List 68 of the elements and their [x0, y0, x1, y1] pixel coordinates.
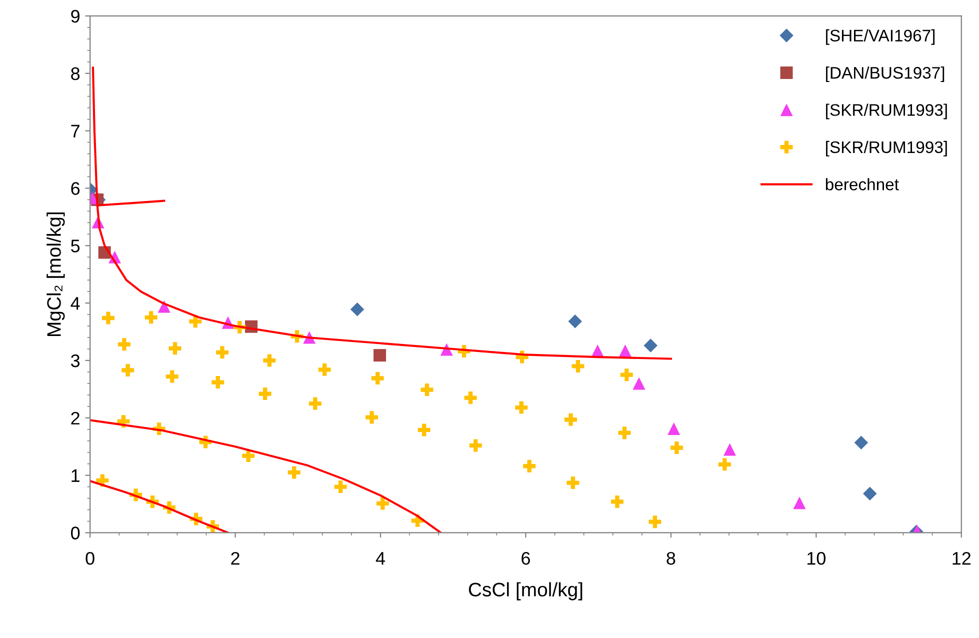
point — [212, 376, 224, 389]
y-tick-label: 7 — [71, 124, 80, 138]
point — [166, 370, 178, 383]
y-tick-label: 6 — [71, 182, 80, 195]
point — [863, 486, 877, 501]
x-tick-label: 8 — [666, 552, 676, 565]
point — [668, 422, 680, 436]
point — [122, 364, 134, 376]
y-tick-label: 5 — [71, 240, 80, 252]
y-tick-label: 8 — [71, 67, 80, 80]
point — [564, 413, 577, 426]
point — [318, 363, 331, 376]
point — [144, 311, 158, 324]
point — [371, 372, 384, 385]
x-axis-title: CsCl [mol/kg] — [468, 582, 582, 600]
legend-label: [SKR/RUM1993] — [826, 140, 947, 156]
point — [572, 360, 584, 372]
point — [566, 476, 580, 490]
point — [464, 392, 477, 404]
point — [724, 443, 736, 456]
point — [420, 384, 434, 396]
legend-label: berechnet — [826, 178, 899, 190]
point — [854, 436, 868, 450]
point — [418, 424, 430, 436]
x-tick-label: 0 — [86, 552, 94, 565]
x-tick-label: 2 — [231, 552, 240, 565]
x-tick-label: 10 — [807, 552, 826, 565]
legend-label: [SKR/RUM1993] — [826, 104, 947, 120]
point — [632, 377, 646, 390]
y-tick-label: 2 — [71, 412, 80, 424]
point — [376, 497, 389, 510]
y-tick-label: 0 — [71, 526, 80, 540]
point — [216, 346, 228, 359]
point — [568, 314, 582, 328]
x-tick-label: 12 — [952, 552, 971, 565]
point — [242, 450, 255, 462]
point — [334, 480, 347, 494]
y-axis-title: MgCl₂ [mol/kg] — [46, 212, 65, 336]
point — [644, 338, 658, 352]
y-tick-label: 1 — [72, 469, 80, 482]
point — [350, 302, 364, 316]
point — [168, 342, 182, 355]
point — [515, 401, 528, 414]
point — [308, 397, 322, 410]
point — [620, 368, 633, 382]
point — [648, 516, 662, 528]
point — [258, 388, 272, 400]
point — [670, 442, 683, 454]
point — [793, 496, 806, 510]
point — [618, 344, 632, 357]
point — [618, 426, 631, 440]
x-tick-label: 6 — [522, 552, 530, 565]
point — [288, 466, 300, 479]
legend-label: [DAN/BUS1937] — [826, 66, 944, 82]
legend-label: [SHE/VAI1967] — [826, 29, 935, 45]
y-tick-label: 3 — [70, 354, 80, 368]
point — [610, 495, 624, 508]
point — [366, 411, 378, 424]
point — [102, 312, 114, 324]
y-tick-label: 9 — [71, 10, 80, 23]
point — [469, 439, 482, 452]
point — [263, 354, 276, 367]
point — [118, 338, 130, 351]
y-tick-label: 4 — [70, 297, 80, 310]
point — [523, 460, 536, 472]
point — [374, 349, 386, 362]
x-tick-label: 4 — [376, 552, 385, 565]
point — [718, 458, 731, 471]
